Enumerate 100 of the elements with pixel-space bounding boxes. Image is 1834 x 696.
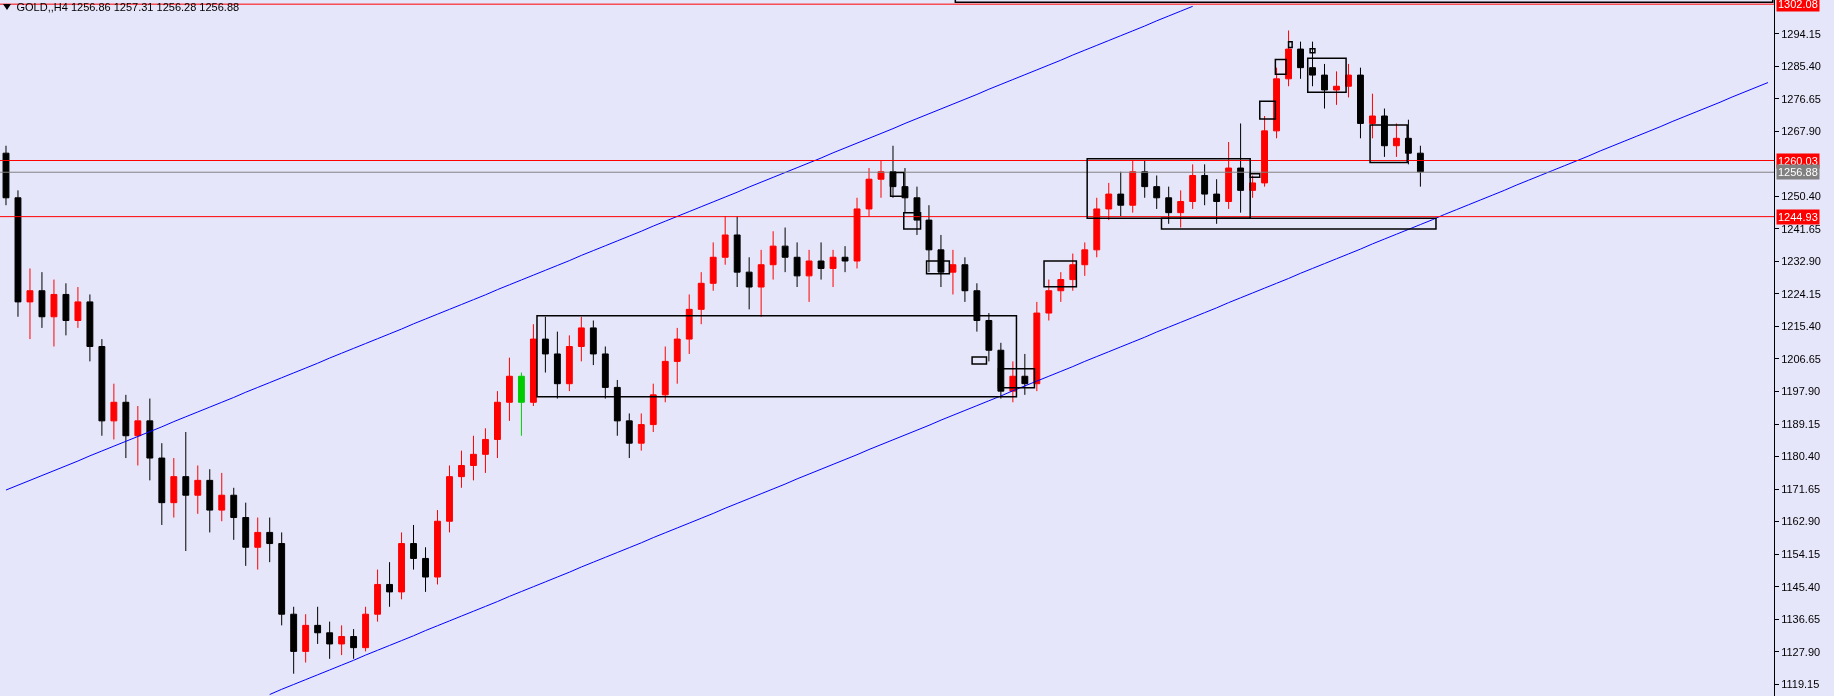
candlestick — [841, 245, 849, 273]
y-tick-label: 1276.65 — [1781, 92, 1821, 105]
candlestick — [649, 383, 657, 433]
candlestick — [374, 569, 382, 623]
candlestick — [769, 230, 777, 281]
y-tick-label: 1154.15 — [1781, 548, 1821, 561]
candlestick — [398, 531, 405, 600]
candlestick — [290, 606, 298, 675]
candlestick — [74, 286, 82, 329]
candlestick — [134, 405, 142, 466]
candlestick — [50, 279, 58, 348]
candlestick — [1321, 63, 1328, 110]
y-tick-label: 1224.15 — [1781, 287, 1821, 300]
candlestick — [517, 372, 525, 437]
candlestick — [326, 621, 334, 660]
candlestick — [1069, 253, 1077, 292]
y-tick-label: 1250.40 — [1781, 190, 1821, 203]
candlestick — [338, 624, 346, 656]
candlestick — [26, 267, 34, 340]
candlestick — [1213, 178, 1221, 225]
candlestick — [781, 227, 789, 273]
y-tick-label: 1294.15 — [1781, 27, 1821, 40]
candlestick — [949, 249, 957, 295]
candlestick — [278, 531, 286, 626]
ref-line-label: 1244.93 — [1778, 211, 1818, 223]
candlestick — [350, 628, 358, 660]
candlestick — [86, 293, 94, 362]
candlestick — [613, 379, 621, 437]
candlestick — [206, 468, 214, 533]
candlestick — [745, 256, 753, 310]
candlestick — [1357, 67, 1364, 139]
candlestick — [1153, 174, 1161, 210]
candlestick — [997, 342, 1005, 400]
candlestick — [1033, 301, 1041, 392]
line-series — [269, 82, 1769, 696]
candlestick — [733, 215, 741, 288]
candlestick — [589, 319, 597, 366]
candlestick — [625, 412, 633, 459]
candlestick — [709, 241, 717, 292]
candlestick — [985, 312, 993, 362]
y-tick-label: 1127.90 — [1781, 645, 1821, 658]
candlestick — [577, 316, 585, 362]
candlestick — [1021, 353, 1029, 396]
candlestick — [1081, 241, 1089, 277]
candlestick — [1392, 122, 1400, 158]
candlestick — [302, 613, 310, 664]
candlestick — [601, 346, 609, 400]
candlestick — [14, 189, 22, 318]
y-tick-label: 1241.65 — [1781, 222, 1821, 235]
candlestick — [1381, 108, 1388, 158]
ref-line-label: 1260.03 — [1778, 155, 1818, 167]
candlestick — [889, 145, 897, 199]
y-tick-label: 1136.65 — [1781, 613, 1821, 626]
candlestick — [1333, 70, 1340, 106]
candlestick — [146, 398, 154, 481]
candlestick — [458, 450, 465, 489]
candlestick — [1237, 122, 1245, 214]
candlestick — [182, 431, 190, 552]
y-tick-label: 1267.90 — [1781, 125, 1821, 138]
candlestick — [637, 412, 645, 452]
y-tick-label: 1215.40 — [1781, 320, 1821, 333]
candlestick — [1369, 93, 1376, 139]
candlestick — [242, 502, 250, 567]
candlestick — [494, 390, 501, 459]
candlestick — [1045, 279, 1053, 321]
candlestick — [1057, 271, 1065, 303]
candlestick — [1201, 163, 1209, 206]
y-tick-label: 1171.65 — [1781, 482, 1821, 495]
candlestick — [62, 282, 70, 336]
candlestick — [230, 487, 238, 541]
y-tick-label: 1232.90 — [1781, 255, 1821, 268]
candlestick — [793, 241, 801, 288]
candlestick — [1285, 29, 1292, 87]
y-tick-label: 1285.40 — [1781, 60, 1821, 73]
candlestick — [446, 464, 453, 533]
candlestick — [266, 517, 274, 563]
candlestick — [410, 524, 417, 571]
candlestick — [1165, 186, 1173, 225]
candlestick — [1189, 163, 1197, 210]
candlestick — [1297, 41, 1304, 80]
candlestick — [553, 331, 561, 400]
candlestick — [661, 346, 669, 403]
candlestick — [973, 282, 981, 333]
y-tick-label: 1197.90 — [1781, 385, 1821, 398]
candlestick — [218, 472, 226, 522]
candlestick — [254, 517, 262, 571]
candlestick — [829, 249, 837, 288]
y-tick-label: 1180.40 — [1781, 450, 1821, 463]
y-tick-label: 1145.40 — [1781, 580, 1821, 593]
y-tick-label: 1162.90 — [1781, 515, 1821, 528]
ref-line-label: 1302.08 — [1778, 0, 1818, 10]
candlestick — [170, 457, 178, 519]
candlestick — [386, 561, 393, 608]
candlestick — [817, 241, 825, 281]
candlestick — [482, 427, 489, 474]
candlestick — [673, 327, 681, 385]
candlestick — [38, 271, 46, 329]
candlestick — [1416, 145, 1424, 188]
candlestick — [362, 606, 370, 652]
candlestick — [158, 442, 166, 526]
